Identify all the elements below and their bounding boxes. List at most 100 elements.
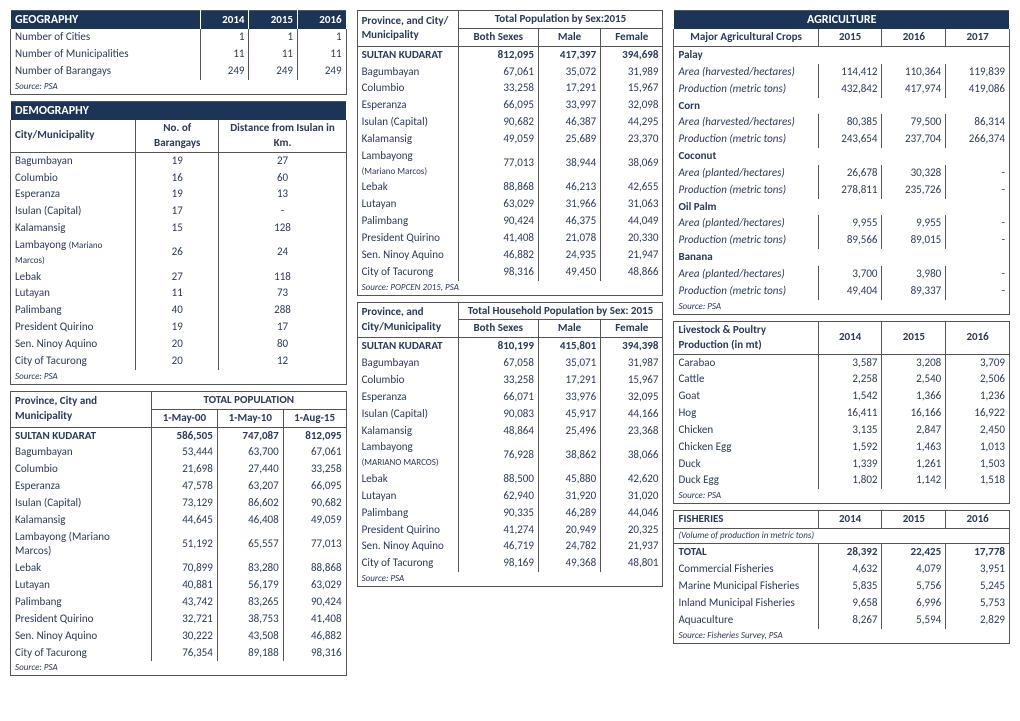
row-label: Lambayong (Mariano Marcos)	[11, 237, 136, 269]
row-label: Palimbang	[11, 302, 136, 319]
row-label: Sen. Ninoy Aquino	[11, 336, 136, 353]
row-v3: 48,801	[601, 555, 663, 572]
row-barangays: 40	[136, 302, 219, 319]
row-label: Production (metric tons)	[674, 182, 818, 199]
row-v3: 63,029	[283, 577, 346, 594]
row-v2: 89,337	[882, 283, 946, 300]
totalpop-table: Province, City and Municipality TOTAL PO…	[10, 391, 347, 677]
row-label: Bagumbayan	[357, 64, 458, 81]
row-v2: 24,935	[538, 247, 600, 264]
row-v2: 6,996	[882, 595, 946, 612]
row-label: Esperanza	[11, 478, 152, 495]
row-v3: 90,424	[283, 594, 346, 611]
popsex-h1: Province, and City/ Municipality	[357, 11, 458, 47]
row-label: President Quirino	[357, 230, 458, 247]
row-barangays: 15	[136, 220, 219, 237]
row-label: Production (metric tons)	[674, 232, 818, 249]
row-v1: 67,058	[458, 355, 538, 372]
row-v2: 79,500	[882, 114, 946, 131]
totalpop-d3: 1-Aug-15	[283, 409, 346, 427]
row-v3: 38,066	[601, 439, 663, 471]
row-v2: 1,366	[882, 388, 946, 405]
row-label: Palimbang	[357, 505, 458, 522]
row-label: Isulan (Capital)	[11, 495, 152, 512]
crop-name: Banana	[674, 249, 1010, 266]
row-v1: 33,258	[458, 80, 538, 97]
row-v1: 76,354	[151, 645, 217, 662]
row-v3: 1,236	[946, 388, 1010, 405]
row-v1: 43,742	[151, 594, 217, 611]
row-label: Esperanza	[11, 186, 136, 203]
row-label: Esperanza	[357, 97, 458, 114]
row-label: Commercial Fisheries	[674, 561, 818, 578]
row-label: Inland Municipal Fisheries	[674, 595, 818, 612]
row-v2: 5,594	[882, 612, 946, 629]
row-v1: 49,404	[818, 283, 882, 300]
row-label: Kalamansig	[357, 131, 458, 148]
row-v1: 810,199	[458, 338, 538, 355]
row-v1: 90,682	[458, 114, 538, 131]
agri-h1: Major Agricultural Crops	[674, 29, 818, 46]
row-v3: -	[946, 232, 1010, 249]
row-v1: 16,411	[818, 405, 882, 422]
row-v1: 33,258	[458, 372, 538, 389]
row-label: Production (metric tons)	[674, 131, 818, 148]
row-v1: 88,868	[458, 179, 538, 196]
row-v1: 1	[200, 29, 249, 46]
row-label: Kalamansig	[11, 220, 136, 237]
row-v3: 23,368	[601, 423, 663, 440]
column-3: AGRICULTURE Major Agricultural Crops 201…	[673, 10, 1010, 676]
row-label: Number of Cities	[11, 29, 201, 46]
row-v3: 1,013	[946, 439, 1010, 456]
row-v2: 46,408	[217, 512, 283, 529]
totalpop-h2: TOTAL POPULATION	[151, 391, 346, 409]
livestock-y2: 2015	[882, 321, 946, 354]
row-v1: 46,719	[458, 538, 538, 555]
row-v3: 5,245	[946, 578, 1010, 595]
row-v3: -	[946, 215, 1010, 232]
row-label: Sen. Ninoy Aquino	[357, 538, 458, 555]
row-v1: 28,392	[818, 544, 882, 561]
row-v2: 17,291	[538, 372, 600, 389]
row-v3: 32,098	[601, 97, 663, 114]
row-v3: 15,967	[601, 372, 663, 389]
row-v3: 17,778	[946, 544, 1010, 561]
row-v2: 56,179	[217, 577, 283, 594]
row-label: Sen. Ninoy Aquino	[11, 628, 152, 645]
livestock-table: Livestock & Poultry Production (in mt) 2…	[673, 321, 1010, 505]
fisheries-table: FISHERIES 2014 2015 2016 (Volume of prod…	[673, 510, 1010, 643]
totalpop-source: Source: PSA	[11, 661, 347, 676]
row-v1: 73,129	[151, 495, 217, 512]
row-v2: 5,756	[882, 578, 946, 595]
row-v1: 30,222	[151, 628, 217, 645]
row-label: City of Tacurong	[357, 555, 458, 572]
row-label: Area (planted/hectares)	[674, 215, 818, 232]
row-v3: 44,049	[601, 213, 663, 230]
row-v1: 278,811	[818, 182, 882, 199]
agri-source: Source: PSA	[674, 300, 1010, 315]
row-v3: 44,166	[601, 406, 663, 423]
agri-title: AGRICULTURE	[674, 11, 1010, 30]
row-v3: 46,882	[283, 628, 346, 645]
row-label: Lebak	[357, 179, 458, 196]
row-v1: 2,258	[818, 371, 882, 388]
livestock-y1: 2014	[818, 321, 882, 354]
agri-y2: 2016	[882, 29, 946, 46]
row-v1: 48,864	[458, 423, 538, 440]
row-label: Number of Municipalities	[11, 46, 201, 63]
row-v3: 42,655	[601, 179, 663, 196]
fisheries-y3: 2016	[946, 511, 1010, 529]
row-label: Area (harvested/hectares)	[674, 64, 818, 81]
row-label: President Quirino	[11, 611, 152, 628]
hhpop-h2: Total Household Population by Sex: 2015	[458, 302, 663, 320]
row-v2: 11	[249, 46, 298, 63]
geo-year-2: 2015	[249, 11, 298, 30]
row-label: President Quirino	[11, 319, 136, 336]
row-distance: 288	[219, 302, 346, 319]
row-label: City of Tacurong	[11, 353, 136, 370]
row-v2: 31,966	[538, 196, 600, 213]
row-v1: 98,169	[458, 555, 538, 572]
row-v1: 249	[200, 63, 249, 80]
row-v2: 27,440	[217, 461, 283, 478]
row-distance: 73	[219, 285, 346, 302]
